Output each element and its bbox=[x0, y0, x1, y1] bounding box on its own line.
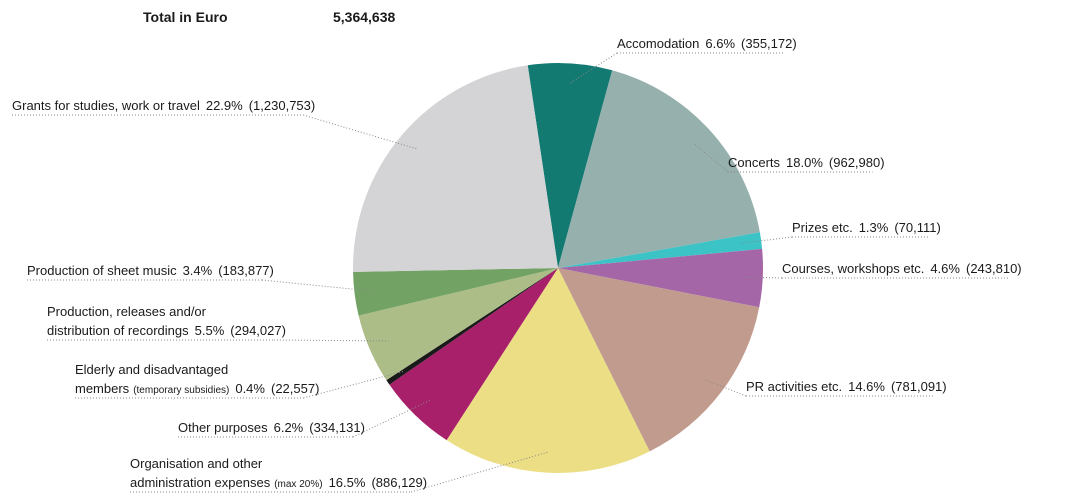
category-label: Production, releases and/or bbox=[47, 304, 207, 319]
percent-label: 3.4% bbox=[183, 263, 213, 278]
leaders bbox=[12, 52, 1010, 493]
percent-label: 4.6% bbox=[930, 261, 960, 276]
category-note: (max 20%) bbox=[274, 479, 322, 490]
pie-slice bbox=[558, 268, 760, 452]
category-label: Concerts bbox=[728, 155, 781, 170]
slice-label: Organisation and other bbox=[130, 456, 263, 471]
value-label: (70,111) bbox=[894, 220, 941, 235]
category-label: members bbox=[75, 381, 130, 396]
value-label: (334,131) bbox=[309, 420, 365, 435]
percent-label: 0.4% bbox=[235, 381, 265, 396]
leader-line bbox=[261, 279, 376, 292]
category-label: Grants for studies, work or travel bbox=[12, 98, 200, 113]
pie-slice bbox=[558, 232, 763, 268]
percent-label: 6.2% bbox=[274, 420, 304, 435]
pie-slice bbox=[358, 268, 558, 381]
category-label: Elderly and disadvantaged bbox=[75, 362, 228, 377]
leader-line bbox=[303, 370, 406, 399]
slice-label: Production of sheet music 3.4% (183,877) bbox=[27, 263, 274, 278]
category-label: Prizes etc. bbox=[792, 220, 853, 235]
value-label: (355,172) bbox=[741, 36, 797, 51]
value-label: (183,877) bbox=[218, 263, 274, 278]
leader-line bbox=[740, 236, 793, 244]
percent-label: 16.5% bbox=[329, 475, 366, 490]
value-label: (886,129) bbox=[371, 475, 427, 490]
slice-label: Prizes etc. 1.3% (70,111) bbox=[792, 220, 941, 235]
value-label: (22,557) bbox=[271, 381, 319, 396]
category-note: (temporary subsidies) bbox=[133, 385, 229, 396]
slice-label: Grants for studies, work or travel 22.9% (… bbox=[12, 98, 315, 113]
pie-slice bbox=[558, 70, 760, 268]
pie-slice bbox=[389, 268, 558, 441]
value-label: (294,027) bbox=[230, 323, 286, 338]
category-label: administration expenses bbox=[130, 475, 271, 490]
category-label: Accomodation bbox=[617, 36, 699, 51]
slice-label: members (temporary subsidies) 0.4% (22,557) bbox=[75, 381, 319, 396]
category-label: distribution of recordings bbox=[47, 323, 189, 338]
total-label: Total in Euro bbox=[143, 9, 228, 25]
percent-label: 1.3% bbox=[859, 220, 889, 235]
leader-line bbox=[273, 339, 389, 342]
slice-label: Concerts 18.0% (962,980) bbox=[728, 155, 885, 170]
slice-label: Production, releases and/or bbox=[47, 304, 207, 319]
category-label: Organisation and other bbox=[130, 456, 263, 471]
percent-label: 14.6% bbox=[848, 379, 885, 394]
value-label: (1,230,753) bbox=[249, 98, 316, 113]
category-label: PR activities etc. bbox=[746, 379, 842, 394]
category-label: Production of sheet music bbox=[27, 263, 177, 278]
leader-line bbox=[742, 276, 783, 279]
slice-label: Other purposes 6.2% (334,131) bbox=[178, 420, 365, 435]
slice-label: Courses, workshops etc. 4.6% (243,810) bbox=[782, 261, 1022, 276]
slice-label: distribution of recordings 5.5% (294,027) bbox=[47, 323, 286, 338]
value-label: (243,810) bbox=[966, 261, 1022, 276]
pie-slice bbox=[527, 63, 613, 269]
leader-line bbox=[694, 143, 729, 173]
leader-line bbox=[352, 400, 430, 438]
percent-label: 18.0% bbox=[786, 155, 823, 170]
value-label: (962,980) bbox=[829, 155, 885, 170]
slice-label: administration expenses (max 20%) 16.5% (88… bbox=[130, 475, 427, 490]
leader-line bbox=[704, 379, 747, 397]
leader-line bbox=[568, 52, 618, 85]
leader-line bbox=[303, 114, 418, 150]
percent-label: 6.6% bbox=[705, 36, 735, 51]
pie-slice bbox=[353, 65, 558, 272]
value-label: (781,091) bbox=[891, 379, 947, 394]
pie-slice bbox=[353, 268, 558, 316]
slice-label: Accomodation 6.6% (355,172) bbox=[617, 36, 797, 51]
pie-slice bbox=[386, 268, 558, 385]
percent-label: 22.9% bbox=[206, 98, 243, 113]
category-label: Courses, workshops etc. bbox=[782, 261, 924, 276]
pie-slice bbox=[558, 248, 763, 308]
slice-label: PR activities etc. 14.6% (781,091) bbox=[746, 379, 947, 394]
percent-label: 5.5% bbox=[195, 323, 225, 338]
category-label: Other purposes bbox=[178, 420, 268, 435]
slice-label: Elderly and disadvantaged bbox=[75, 362, 228, 377]
pie-slice bbox=[446, 268, 650, 473]
total-value: 5,364,638 bbox=[333, 9, 395, 25]
